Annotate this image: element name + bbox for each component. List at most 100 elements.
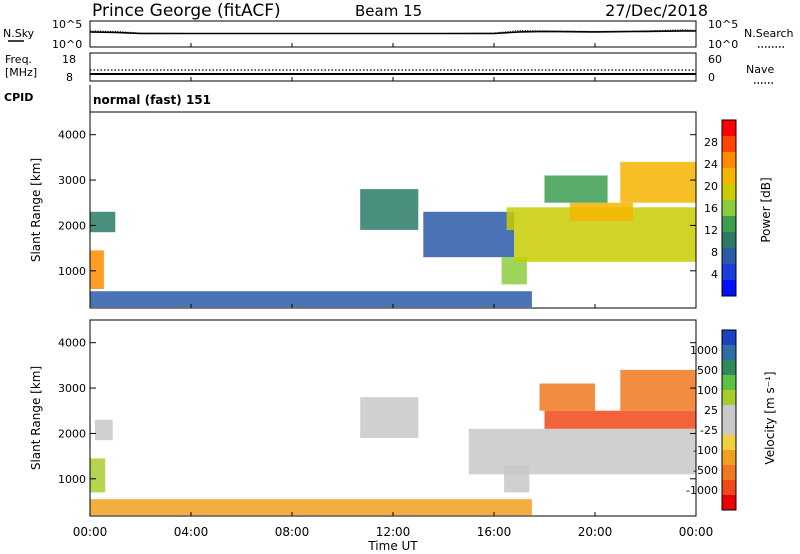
- scatter-region-5: [514, 230, 696, 262]
- scatter-region-6: [539, 383, 595, 411]
- y-tick-label: 4000: [58, 337, 86, 350]
- colorbar-tick-label: -100: [693, 444, 718, 457]
- colorbar-tick-label: -1000: [686, 484, 718, 497]
- power-colorbar-label: Power [dB]: [759, 177, 773, 242]
- velocity-colorbar: 1000 500 100 25 -25 -100 -500 -1000: [686, 329, 737, 511]
- colorbar-swatch: [722, 136, 736, 153]
- y-tick-label: 2000: [58, 219, 86, 232]
- colorbar-frame: [721, 329, 737, 511]
- colorbar-tick-label: 24: [704, 158, 718, 171]
- colorbar-swatch: [722, 345, 736, 361]
- scatter-region-4: [468, 428, 697, 475]
- power-heatmap: [90, 161, 697, 308]
- colorbar-swatch: [722, 480, 736, 496]
- x-tick-label: 16:00: [477, 525, 512, 539]
- scatter-region-2: [360, 189, 419, 230]
- freq-label-line1: Freq.: [5, 53, 32, 66]
- colorbar-swatch: [722, 465, 736, 481]
- colorbar-swatch: [722, 152, 736, 169]
- colorbar-swatch: [722, 495, 736, 511]
- colorbar-swatch: [722, 200, 736, 217]
- colorbar-tick-label: 1000: [690, 344, 718, 357]
- velocity-ylabel: Slant Range [km]: [29, 366, 43, 470]
- x-tick-label: 04:00: [174, 525, 209, 539]
- velocity-heatmap: [90, 369, 697, 516]
- x-tick-label: 00:00: [73, 525, 108, 539]
- nsearch-label: N.Search: [744, 27, 794, 40]
- colorbar-swatch: [722, 280, 736, 297]
- colorbar-tick-label: 500: [697, 364, 718, 377]
- x-tick-label: 00:00: [679, 525, 714, 539]
- cpid-label: CPID: [4, 91, 33, 104]
- x-axis-label: Time UT: [367, 539, 418, 553]
- scatter-region-10: [90, 291, 532, 308]
- colorbar-swatch: [722, 390, 736, 406]
- colorbar-swatch: [722, 120, 736, 137]
- nave-label: Nave: [746, 63, 774, 76]
- colorbar-tick-label: 8: [711, 246, 718, 259]
- colorbar-swatch: [722, 330, 736, 346]
- colorbar-tick-label: 25: [704, 404, 718, 417]
- colorbar-frame: [721, 119, 737, 297]
- x-tick-label: 08:00: [275, 525, 310, 539]
- velocity-colorbar-label: Velocity [m s⁻¹]: [763, 371, 777, 464]
- colorbar-swatch: [722, 168, 736, 185]
- station-title: Prince George (fitACF): [92, 1, 281, 21]
- scatter-region-9: [620, 161, 697, 203]
- y-tick-label: 1000: [58, 473, 86, 486]
- scatter-region-5: [544, 410, 696, 429]
- colorbar-tick-label: -25: [700, 424, 718, 437]
- freq-tick-bottom: 8: [66, 71, 73, 84]
- scatter-region-3: [423, 211, 515, 258]
- colorbar-tick-label: 16: [704, 202, 718, 215]
- colorbar-swatch: [722, 360, 736, 376]
- nsky-label: N.Sky: [3, 27, 35, 40]
- scatter-region-1: [95, 419, 113, 441]
- scatter-region-7: [569, 202, 633, 221]
- freq-tick-top: 18: [62, 53, 76, 66]
- colorbar-tick-label: 20: [704, 180, 718, 193]
- scatter-region-1: [90, 211, 116, 233]
- power-colorbar: 28 24 20 16 12 8 4: [704, 119, 737, 297]
- velocity-y-axis: 1000 2000 3000 4000: [58, 337, 696, 486]
- scatter-region-2: [360, 397, 419, 438]
- colorbar-swatch: [722, 216, 736, 233]
- nsky-tick-top-right: 10^5: [708, 18, 738, 31]
- scatter-region-7: [620, 369, 697, 411]
- beam-label: Beam 15: [355, 2, 422, 20]
- colorbar-swatch: [722, 184, 736, 201]
- nsearch-series-line: [89, 29, 697, 34]
- nave-tick-top: 60: [708, 53, 722, 66]
- colorbar-swatch: [722, 405, 736, 421]
- freq-label-line2: [MHz]: [5, 66, 37, 79]
- colorbar-swatch: [722, 450, 736, 466]
- x-tick-label: 20:00: [578, 525, 613, 539]
- colorbar-swatch: [722, 420, 736, 436]
- x-tick-label: 12:00: [376, 525, 411, 539]
- power-ylabel: Slant Range [km]: [29, 158, 43, 262]
- power-y-axis: 1000 2000 3000 4000: [58, 129, 696, 278]
- y-tick-label: 4000: [58, 129, 86, 142]
- colorbar-tick-label: 4: [711, 268, 718, 281]
- colorbar-tick-label: -500: [693, 464, 718, 477]
- scatter-region-0: [90, 458, 106, 493]
- y-tick-label: 2000: [58, 427, 86, 440]
- scatter-region-8: [90, 499, 532, 516]
- nsky-tick-top-left: 10^5: [52, 18, 82, 31]
- nave-tick-bottom: 0: [708, 71, 715, 84]
- cpid-value: normal (fast) 151: [93, 93, 211, 107]
- colorbar-swatch: [722, 264, 736, 281]
- y-tick-label: 3000: [58, 174, 86, 187]
- freq-panel-frame: [89, 52, 697, 82]
- time-x-axis: 00:00 04:00 08:00 12:00 16:00 20:00 00:00: [73, 43, 714, 539]
- colorbar-tick-label: 100: [697, 384, 718, 397]
- date-label: 27/Dec/2018: [605, 1, 708, 20]
- scatter-region-0: [90, 250, 104, 289]
- y-tick-label: 1000: [58, 265, 86, 278]
- nsky-tick-bottom-right: 10^0: [708, 38, 738, 51]
- colorbar-swatch: [722, 232, 736, 249]
- colorbar-swatch: [722, 248, 736, 265]
- colorbar-tick-label: 12: [704, 224, 718, 237]
- y-tick-label: 3000: [58, 382, 86, 395]
